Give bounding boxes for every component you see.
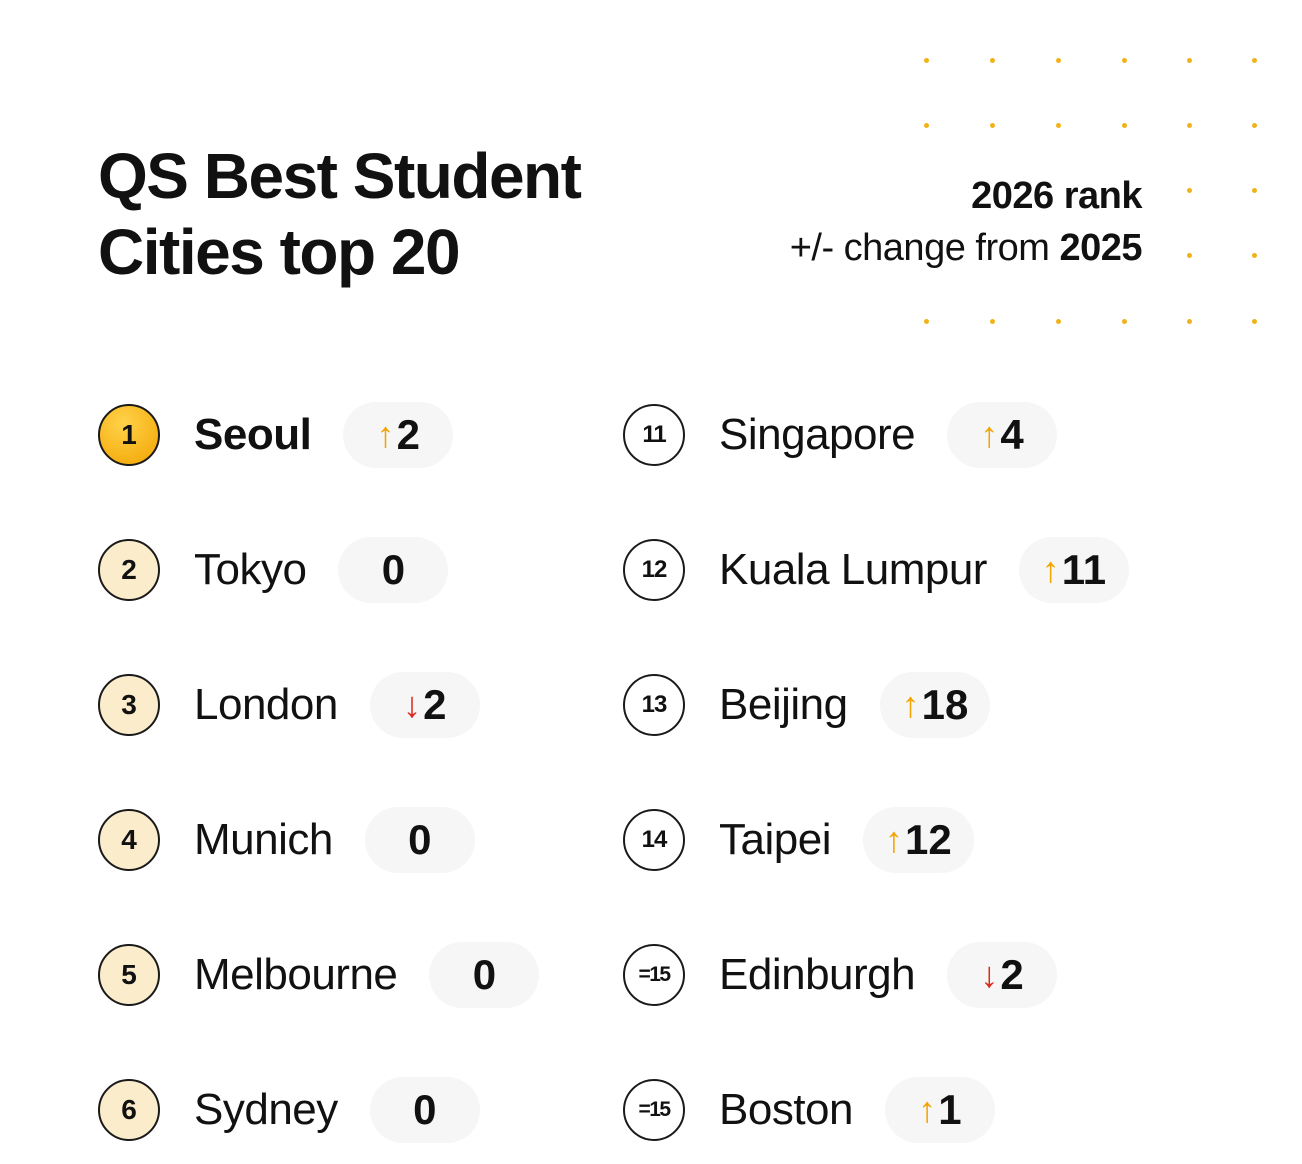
rank-badge: 12: [623, 539, 685, 601]
dot: [1056, 319, 1061, 324]
dot: [1252, 58, 1257, 63]
arrow-up-icon: ↑: [884, 819, 903, 860]
dot: [1187, 319, 1192, 324]
dot: [924, 319, 929, 324]
change-value: 2: [396, 411, 420, 458]
arrow-up-icon: ↑: [1041, 549, 1060, 590]
rank-badge: 6: [98, 1079, 160, 1141]
city-name: Tokyo: [194, 545, 307, 594]
arrow-up-icon: ↑: [901, 684, 920, 725]
dot: [1056, 58, 1061, 63]
rank-badge: 4: [98, 809, 160, 871]
dot: [1122, 58, 1127, 63]
change-pill: ↑ 11: [1018, 537, 1129, 603]
change-pill: 0: [429, 942, 540, 1008]
ranking-row: 5 Melbourne 0: [98, 940, 540, 1010]
city-name: Seoul: [194, 410, 312, 459]
change-pill: 0: [364, 807, 475, 873]
legend-change-prefix: +/- change from: [789, 227, 1060, 269]
legend: 2026 rank +/- change from 2025: [789, 170, 1143, 274]
dot: [1252, 188, 1257, 193]
change-value: 2: [423, 681, 447, 728]
city-name: Taipei: [719, 815, 831, 864]
change-pill: ↑ 18: [879, 672, 991, 738]
city-name: Munich: [194, 815, 333, 864]
change-pill: ↑ 4: [947, 402, 1058, 468]
change-value: 11: [1061, 546, 1107, 593]
city-name: Singapore: [719, 410, 916, 459]
dot: [924, 123, 929, 128]
dot: [1187, 58, 1192, 63]
rank-badge: =15: [623, 1079, 685, 1141]
dot: [1187, 253, 1192, 258]
ranking-row: 14 Taipei ↑ 12: [623, 805, 974, 875]
ranking-row: 3 London ↓ 2: [98, 670, 480, 740]
city-name: Sydney: [194, 1085, 338, 1134]
rank-badge: 5: [98, 944, 160, 1006]
dot: [1122, 319, 1127, 324]
ranking-row: 1 Seoul ↑ 2: [98, 400, 454, 470]
ranking-row: 11 Singapore ↑ 4: [623, 400, 1058, 470]
city-name: Kuala Lumpur: [719, 545, 987, 594]
title-line-2: Cities top 20: [98, 216, 461, 288]
city-name: Beijing: [719, 680, 848, 729]
ranking-row: 13 Beijing ↑ 18: [623, 670, 991, 740]
arrow-up-icon: ↑: [980, 414, 999, 455]
rank-badge: 14: [623, 809, 685, 871]
dot: [924, 58, 929, 63]
change-value: 4: [1000, 411, 1024, 458]
dot: [1187, 123, 1192, 128]
change-value: 1: [938, 1086, 962, 1133]
change-pill: ↑ 2: [343, 402, 454, 468]
ranking-row: 12 Kuala Lumpur ↑ 11: [623, 535, 1129, 605]
arrow-up-icon: ↑: [918, 1089, 937, 1130]
change-pill: ↓ 2: [947, 942, 1058, 1008]
change-pill: ↑ 1: [884, 1077, 995, 1143]
dot: [1252, 123, 1257, 128]
change-value: 18: [921, 681, 969, 728]
change-value: 2: [1000, 951, 1024, 998]
change-value: 0: [381, 546, 406, 593]
ranking-row: 6 Sydney 0: [98, 1075, 480, 1145]
rank-badge: 3: [98, 674, 160, 736]
rank-badge: 1: [98, 404, 160, 466]
rank-badge: =15: [623, 944, 685, 1006]
arrow-down-icon: ↓: [403, 684, 422, 725]
ranking-row: 2 Tokyo 0: [98, 535, 449, 605]
arrow-up-icon: ↑: [376, 414, 395, 455]
dot: [990, 319, 995, 324]
city-name: Melbourne: [194, 950, 398, 999]
dot: [990, 58, 995, 63]
change-pill: 0: [369, 1077, 480, 1143]
rank-badge: 13: [623, 674, 685, 736]
dot-pattern: [0, 0, 1302, 340]
ranking-row: =15 Edinburgh ↓ 2: [623, 940, 1058, 1010]
dot: [1187, 188, 1192, 193]
title-line-1: QS Best Student: [98, 140, 582, 212]
rank-badge: 11: [623, 404, 685, 466]
legend-rank-label: 2026 rank: [971, 175, 1142, 217]
change-value: 0: [408, 816, 432, 863]
dot: [1252, 319, 1257, 324]
change-value: 0: [413, 1086, 437, 1133]
dot: [1056, 123, 1061, 128]
legend-change-label: +/- change from 2025: [789, 222, 1143, 274]
change-pill: ↑ 12: [862, 807, 974, 873]
change-pill: ↓ 2: [369, 672, 480, 738]
city-name: Edinburgh: [719, 950, 916, 999]
change-value: 0: [472, 951, 497, 998]
city-name: London: [194, 680, 338, 729]
rank-badge: 2: [98, 539, 160, 601]
dot: [990, 123, 995, 128]
page-title: QS Best Student Cities top 20: [98, 138, 582, 290]
ranking-row: 4 Munich 0: [98, 805, 475, 875]
dot: [1122, 123, 1127, 128]
city-name: Boston: [719, 1085, 853, 1134]
change-pill: 0: [338, 537, 449, 603]
dot: [1252, 253, 1257, 258]
legend-change-year: 2025: [1059, 227, 1142, 269]
arrow-down-icon: ↓: [980, 954, 999, 995]
ranking-row: =15 Boston ↑ 1: [623, 1075, 995, 1145]
change-value: 12: [904, 816, 952, 863]
